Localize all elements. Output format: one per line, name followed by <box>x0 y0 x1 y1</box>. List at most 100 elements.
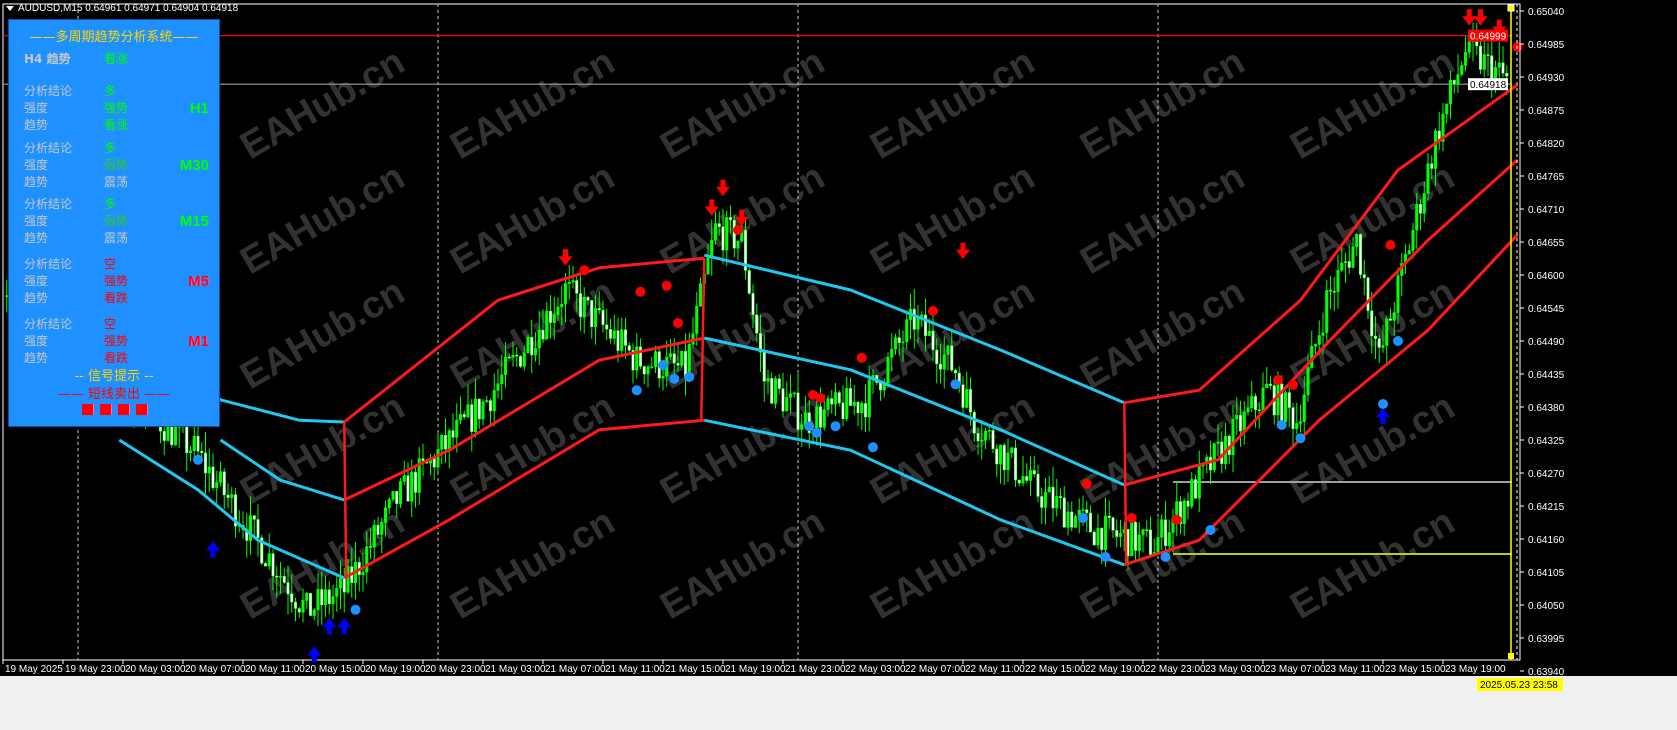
row-label: 强度 <box>24 214 49 228</box>
candle <box>796 392 800 430</box>
signal-square <box>82 404 94 415</box>
candle <box>455 419 459 438</box>
candle <box>282 576 286 583</box>
candle <box>938 363 943 370</box>
candle <box>1028 470 1033 481</box>
candle <box>848 388 853 406</box>
candle <box>1006 452 1010 471</box>
candle <box>1370 310 1374 337</box>
price-label-box <box>1468 78 1508 91</box>
candle <box>1092 531 1096 546</box>
candle <box>1156 537 1160 553</box>
candle <box>1073 516 1078 528</box>
price-tick-label: 0.64105 <box>1528 568 1565 579</box>
candle <box>1276 383 1280 416</box>
candle <box>905 319 909 343</box>
time-tick-label: 20 May 15:00 <box>305 664 366 675</box>
candle <box>537 329 541 349</box>
row-value: 弱势 <box>104 214 129 228</box>
candle <box>1246 407 1250 413</box>
red-signal-dot <box>673 318 683 328</box>
candle <box>316 589 320 611</box>
candle <box>308 592 313 616</box>
panel-row-m5-conclusion: 分析结论 空 <box>9 256 219 273</box>
candle <box>1182 500 1186 525</box>
blue-signal-dot <box>1378 399 1388 409</box>
candle <box>822 409 826 428</box>
candle <box>196 436 200 452</box>
panel-row-m30-trend: 趋势 震荡 <box>9 174 219 191</box>
candle <box>1238 414 1243 432</box>
candle <box>950 345 954 371</box>
candle <box>650 366 654 368</box>
candle <box>837 392 841 404</box>
candle <box>785 397 789 412</box>
candle <box>1392 312 1396 321</box>
candle <box>492 390 496 412</box>
candle <box>901 341 905 344</box>
red-signal-dot <box>928 306 938 316</box>
candle <box>980 439 984 442</box>
panel-title: ——多周期趋势分析系统—— <box>29 30 199 45</box>
timeframe-label: M5 <box>188 273 209 290</box>
price-tick-label: 0.63995 <box>1528 634 1565 645</box>
candle <box>1111 517 1115 531</box>
candle <box>541 329 545 340</box>
candle <box>376 524 380 535</box>
row-value: 震荡 <box>104 175 129 189</box>
candle <box>1433 130 1438 169</box>
candle <box>575 280 579 294</box>
row-value: 震荡 <box>104 231 129 245</box>
sell-arrow-icon <box>1462 9 1477 26</box>
cursor-handle[interactable] <box>1508 653 1514 659</box>
candle <box>226 494 230 498</box>
candle <box>1407 250 1411 255</box>
row-label: 强度 <box>24 274 49 288</box>
candle <box>290 593 294 603</box>
candle <box>503 356 508 376</box>
watermark-text: EAHub.cn <box>654 501 832 628</box>
candle <box>1295 423 1299 429</box>
red-signal-dot <box>1273 375 1283 385</box>
timeframe-label: M30 <box>179 157 209 174</box>
candle <box>890 348 894 358</box>
time-tick-label: 19 May 23:00 <box>65 664 126 675</box>
candle <box>1148 529 1153 555</box>
candle <box>1261 387 1265 411</box>
candle <box>511 354 515 358</box>
row-label: 分析结论 <box>24 84 73 98</box>
panel-row-m15-strength: 强度 弱势 M15 <box>9 213 219 230</box>
candle <box>893 337 898 350</box>
candle <box>755 314 759 334</box>
candle <box>1235 414 1239 420</box>
candle <box>931 330 935 351</box>
candle <box>961 384 965 408</box>
candle <box>1025 476 1029 481</box>
row-label: 强度 <box>24 101 49 115</box>
red-signal-dot <box>635 286 646 297</box>
candle <box>826 398 830 410</box>
buy-arrow-icon <box>337 617 352 635</box>
candle <box>1283 392 1288 423</box>
candle <box>698 283 703 307</box>
panel-row-h1-conclusion: 分析结论 多 <box>9 83 219 100</box>
candle <box>867 379 871 418</box>
candle <box>597 308 601 311</box>
candle <box>676 362 680 366</box>
time-tick-label: 21 May 19:00 <box>725 664 786 675</box>
cursor-handle[interactable] <box>1507 4 1515 12</box>
watermark-text: EAHub.cn <box>234 271 412 398</box>
candle <box>1426 163 1430 194</box>
candle <box>998 444 1003 465</box>
dropdown-triangle-icon[interactable] <box>6 5 14 11</box>
time-tick-label: 20 May 11:00 <box>245 664 305 675</box>
red-signal-dot <box>1385 240 1396 250</box>
candle <box>260 537 264 564</box>
candle <box>1298 421 1303 424</box>
candle <box>1343 261 1348 264</box>
blue-signal-dot <box>684 372 695 382</box>
candle <box>1482 54 1486 70</box>
price-label: 0.64918 <box>1470 80 1507 91</box>
time-tick-label: 21 May 23:00 <box>785 664 846 675</box>
